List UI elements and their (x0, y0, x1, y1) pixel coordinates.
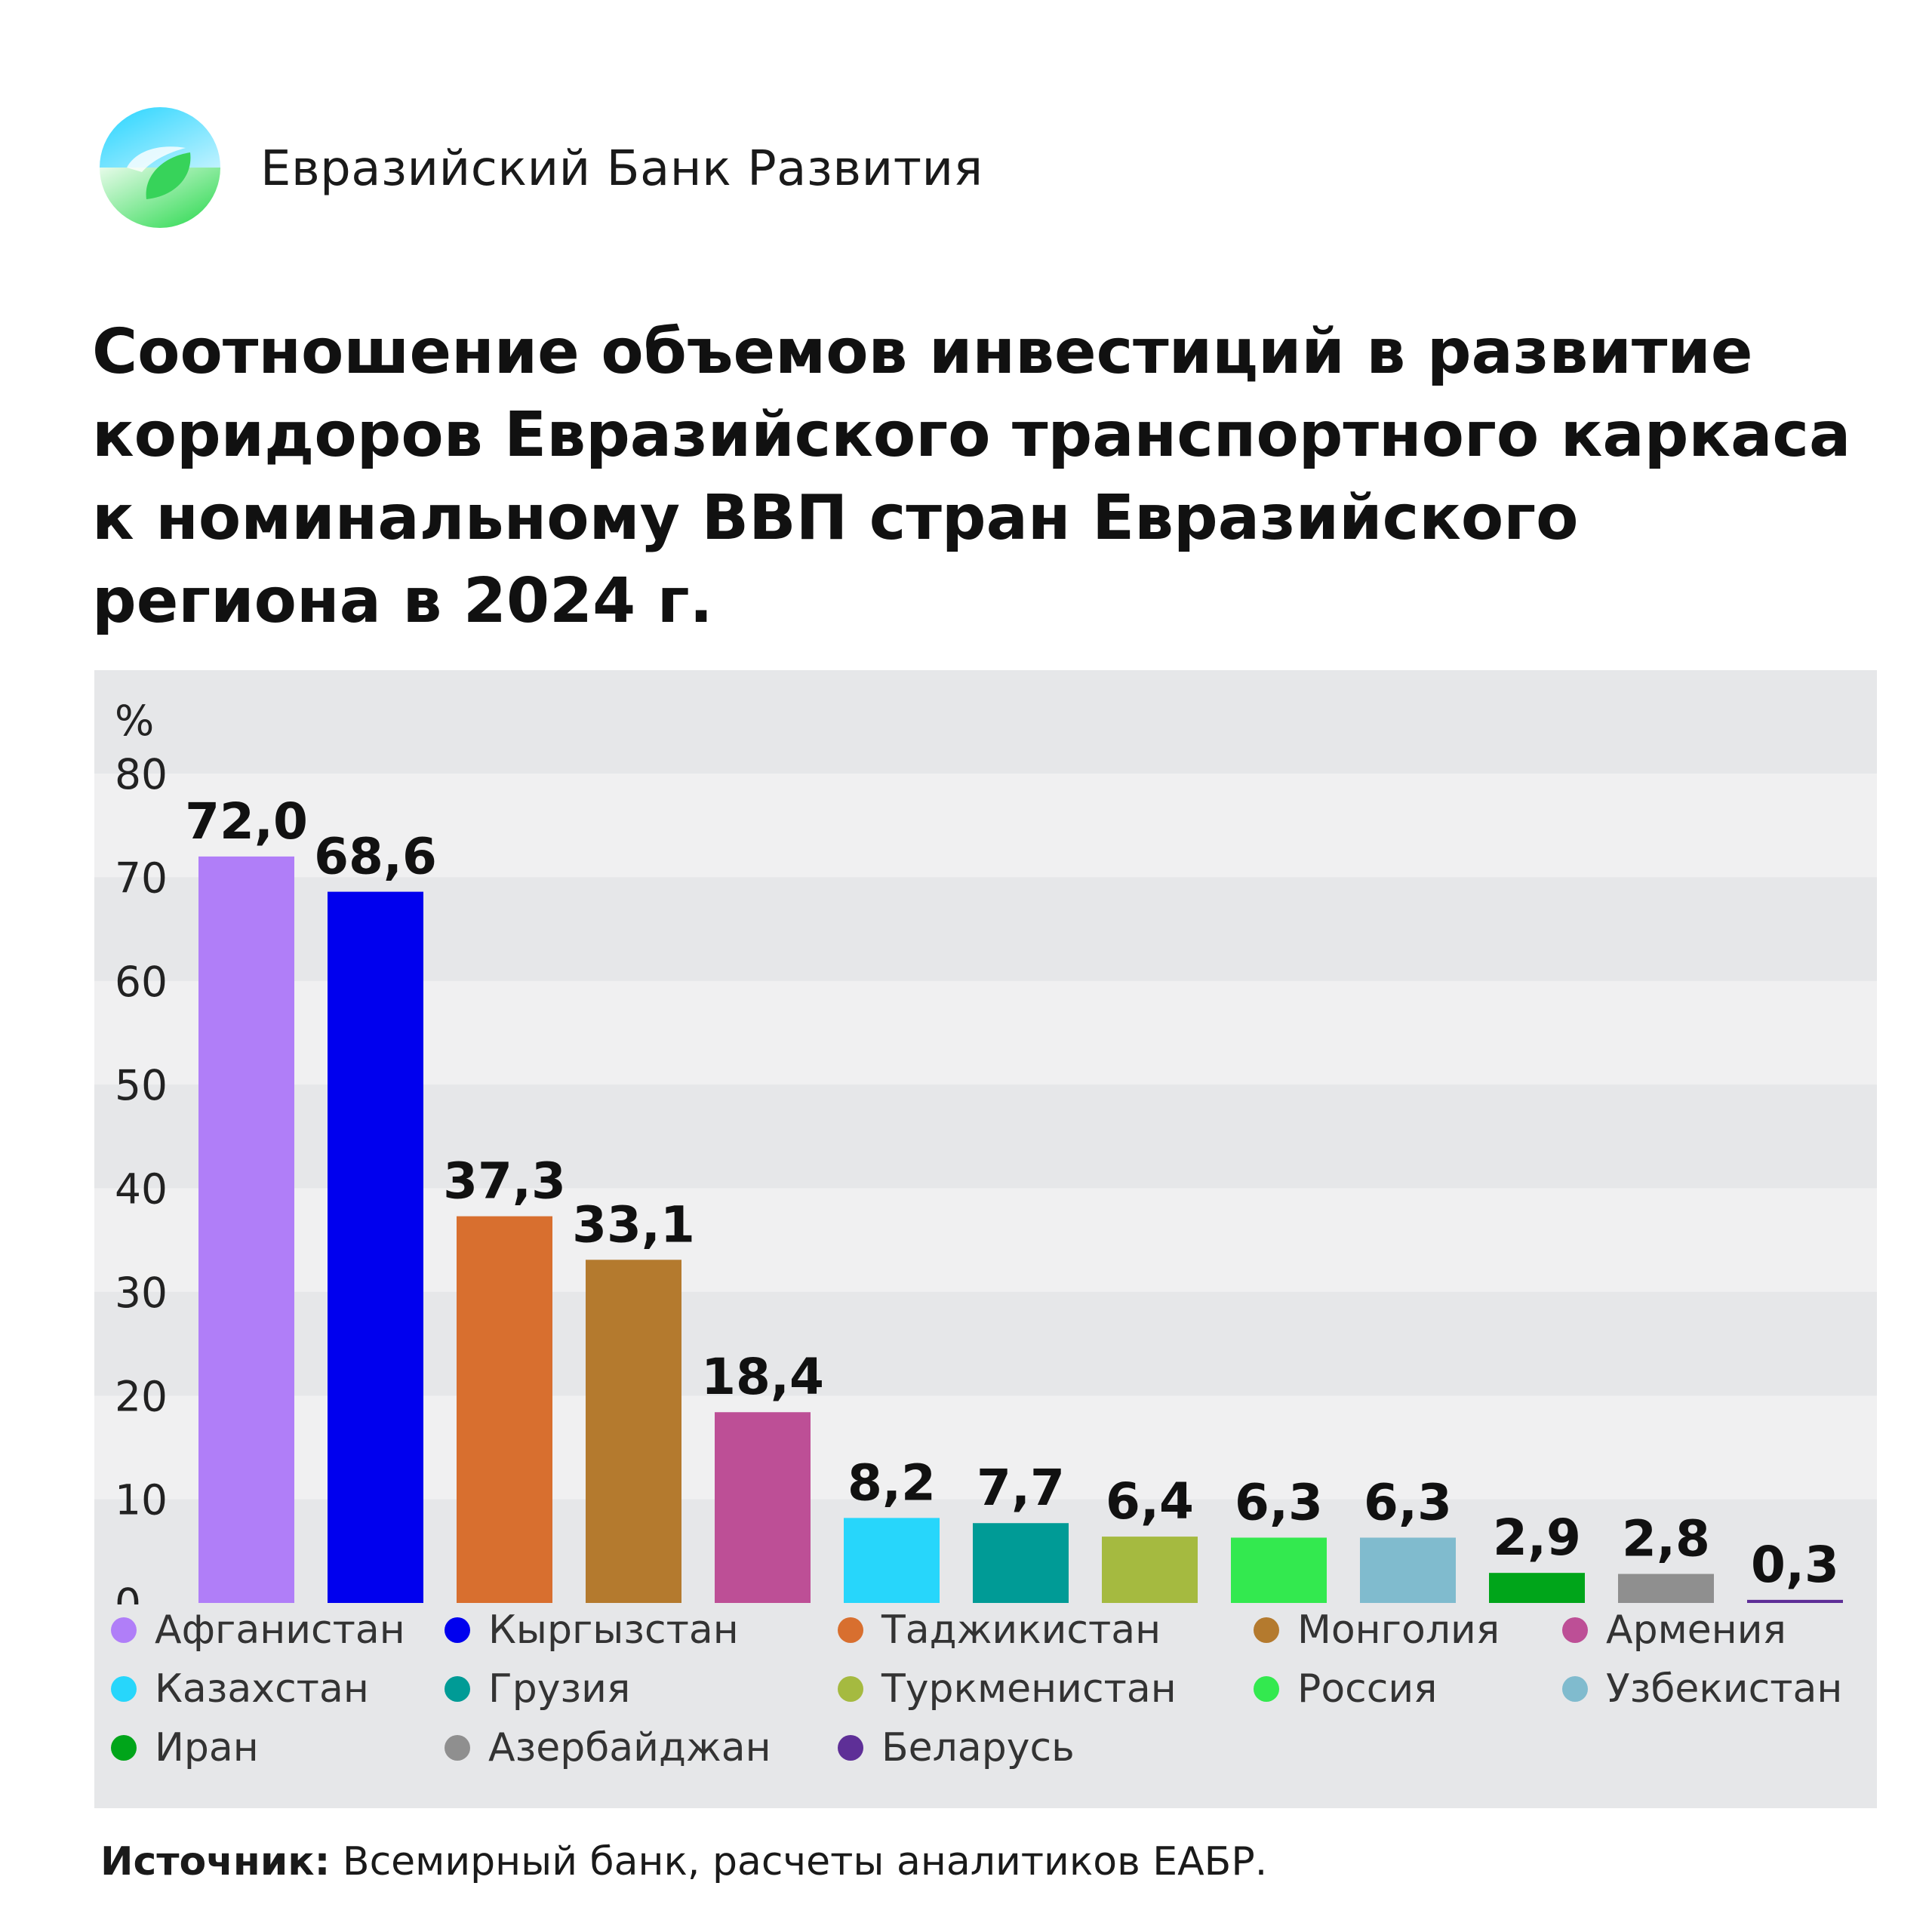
legend-swatch (838, 1735, 863, 1761)
y-tick-label: 50 (115, 1061, 168, 1109)
source-label: Источник: (100, 1839, 331, 1884)
bank-name: Евразийский Банк Развития (260, 141, 983, 197)
bar-2 (328, 891, 423, 1603)
chart-title: Соотношение объемов инвестиций в развити… (92, 311, 1873, 643)
y-tick-label: 10 (115, 1476, 168, 1524)
y-tick-label: 20 (115, 1372, 168, 1420)
legend-label: Россия (1297, 1666, 1438, 1712)
source-note: Источник: Всемирный банк, расчеты аналит… (100, 1835, 1267, 1888)
value-label: 37,3 (443, 1152, 566, 1211)
y-tick-label: 40 (115, 1165, 168, 1214)
legend-item: Азербайджан (445, 1724, 771, 1772)
value-label: 8,2 (848, 1454, 936, 1512)
chart-title-line: к номинальному ВВП стран Евразийского (92, 482, 1579, 554)
legend-swatch (445, 1617, 470, 1643)
value-label: 6,3 (1235, 1473, 1323, 1531)
bar-4 (586, 1260, 681, 1603)
y-axis-unit: % (115, 697, 154, 745)
legend-swatch (1562, 1676, 1588, 1702)
legend-item: Узбекистан (1562, 1665, 1842, 1713)
chart-title-line: коридоров Евразийского транспортного кар… (92, 399, 1851, 471)
legend: Афганистан Кыргызстан Таджикистан Монголия А… (94, 1604, 1877, 1801)
bar-7 (973, 1523, 1069, 1603)
legend-label: Туркменистан (881, 1666, 1177, 1712)
y-tick-label: 30 (115, 1269, 168, 1317)
legend-label: Кыргызстан (488, 1607, 739, 1653)
chart-panel: % 0 10 20 30 40 50 60 70 80 72,0 68,6 37,3 33,1 18,4… (94, 670, 1877, 1808)
chart-title-line: Соотношение объемов инвестиций в развити… (92, 316, 1753, 388)
legend-label: Монголия (1297, 1607, 1500, 1653)
legend-item: Казахстан (111, 1665, 369, 1713)
bars (198, 856, 1843, 1603)
legend-item: Монголия (1254, 1606, 1500, 1654)
bar-6 (844, 1518, 940, 1603)
value-label: 33,1 (572, 1195, 695, 1254)
bar-12 (1618, 1574, 1714, 1603)
legend-label: Беларусь (881, 1725, 1075, 1770)
value-label: 0,3 (1751, 1536, 1839, 1594)
bar-13 (1747, 1599, 1843, 1603)
legend-item: Грузия (445, 1665, 630, 1713)
grid-band (94, 774, 1877, 878)
legend-swatch (838, 1676, 863, 1702)
bar-3 (457, 1216, 552, 1603)
legend-swatch (111, 1617, 137, 1643)
legend-item: Таджикистан (838, 1606, 1161, 1654)
legend-swatch (1562, 1617, 1588, 1643)
value-label: 6,4 (1106, 1472, 1194, 1531)
legend-label: Узбекистан (1606, 1666, 1843, 1712)
legend-swatch (1254, 1617, 1279, 1643)
bar-1 (198, 856, 294, 1603)
bar-11 (1489, 1573, 1585, 1603)
value-label: 68,6 (314, 828, 437, 886)
value-label: 6,3 (1364, 1473, 1452, 1531)
legend-label: Армения (1606, 1607, 1786, 1653)
legend-item: Беларусь (838, 1724, 1075, 1772)
y-tick-label: 0 (115, 1580, 141, 1604)
bar-9 (1231, 1537, 1327, 1603)
chart-title-line: региона в 2024 г. (92, 565, 713, 637)
source-text: Всемирный банк, расчеты аналитиков ЕАБР. (330, 1839, 1268, 1884)
legend-swatch (445, 1676, 470, 1702)
bar-8 (1102, 1537, 1198, 1603)
bar-10 (1360, 1537, 1456, 1603)
legend-label: Иран (155, 1725, 259, 1770)
y-tick-label: 60 (115, 958, 168, 1006)
baseline (94, 1603, 1877, 1604)
legend-item: Афганистан (111, 1606, 405, 1654)
y-tick-label: 80 (115, 750, 168, 798)
bar-5 (715, 1412, 811, 1603)
value-label: 2,8 (1622, 1510, 1710, 1568)
y-tick-label: 70 (115, 854, 168, 902)
value-label: 72,0 (185, 792, 308, 851)
value-label: 2,9 (1493, 1509, 1581, 1567)
bar-chart: % 0 10 20 30 40 50 60 70 80 72,068,6 37,333,1 18,4… (94, 697, 1877, 1604)
legend-swatch (111, 1735, 137, 1761)
legend-item: Туркменистан (838, 1665, 1177, 1713)
value-labels: 72,068,6 37,333,1 18,4 8,2 7,7 6,4 6,3 6,3 2,9 2,… (185, 792, 1839, 1594)
legend-label: Таджикистан (881, 1607, 1161, 1653)
legend-label: Грузия (488, 1666, 631, 1712)
legend-swatch (1254, 1676, 1279, 1702)
legend-label: Афганистан (155, 1607, 405, 1653)
legend-label: Казахстан (155, 1666, 369, 1712)
y-axis-ticks: 0 10 20 30 40 50 60 70 80 (115, 750, 168, 1604)
legend-item: Россия (1254, 1665, 1437, 1713)
legend-item: Кыргызстан (445, 1606, 739, 1654)
value-label: 7,7 (977, 1459, 1065, 1517)
legend-label: Азербайджан (488, 1725, 771, 1770)
value-label: 18,4 (701, 1348, 824, 1406)
legend-swatch (445, 1735, 470, 1761)
legend-item: Армения (1562, 1606, 1786, 1654)
legend-swatch (111, 1676, 137, 1702)
legend-swatch (838, 1617, 863, 1643)
bank-logo-icon (100, 107, 220, 228)
legend-item: Иран (111, 1724, 259, 1772)
